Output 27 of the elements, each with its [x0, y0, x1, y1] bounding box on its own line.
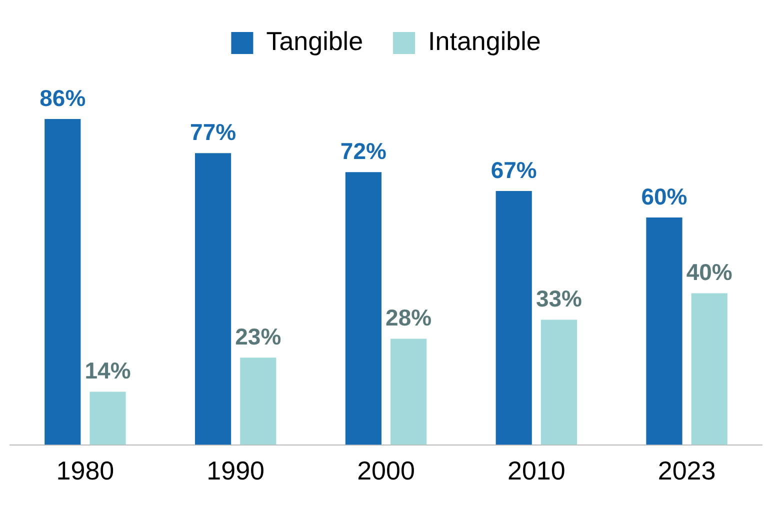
bar: [90, 392, 126, 445]
data-label: 72%: [340, 138, 386, 164]
bar: [390, 338, 427, 445]
data-label: 28%: [386, 304, 432, 331]
data-label: 67%: [490, 156, 537, 183]
x-tick-label: 1980: [56, 456, 114, 486]
bar: [496, 191, 532, 445]
bar: [194, 153, 232, 445]
data-label: 86%: [40, 84, 86, 111]
data-label: 60%: [641, 183, 688, 210]
x-tick-label: 2023: [658, 456, 716, 486]
bar: [345, 172, 382, 445]
bar: [646, 218, 682, 445]
x-tick-label: 2010: [507, 456, 566, 486]
bar: [44, 119, 81, 445]
x-tick-label: 2000: [357, 456, 415, 486]
x-tick-label: 1990: [206, 456, 265, 486]
bar: [240, 358, 276, 445]
bar: [691, 293, 728, 445]
data-label: 33%: [536, 286, 582, 312]
bar: [540, 320, 578, 445]
data-label: 40%: [686, 259, 732, 286]
data-label: 14%: [84, 358, 131, 384]
data-label: 77%: [190, 118, 236, 145]
data-label: 23%: [235, 324, 282, 350]
legend-label: Intangible: [428, 26, 541, 56]
legend-label: Tangible: [266, 26, 364, 56]
